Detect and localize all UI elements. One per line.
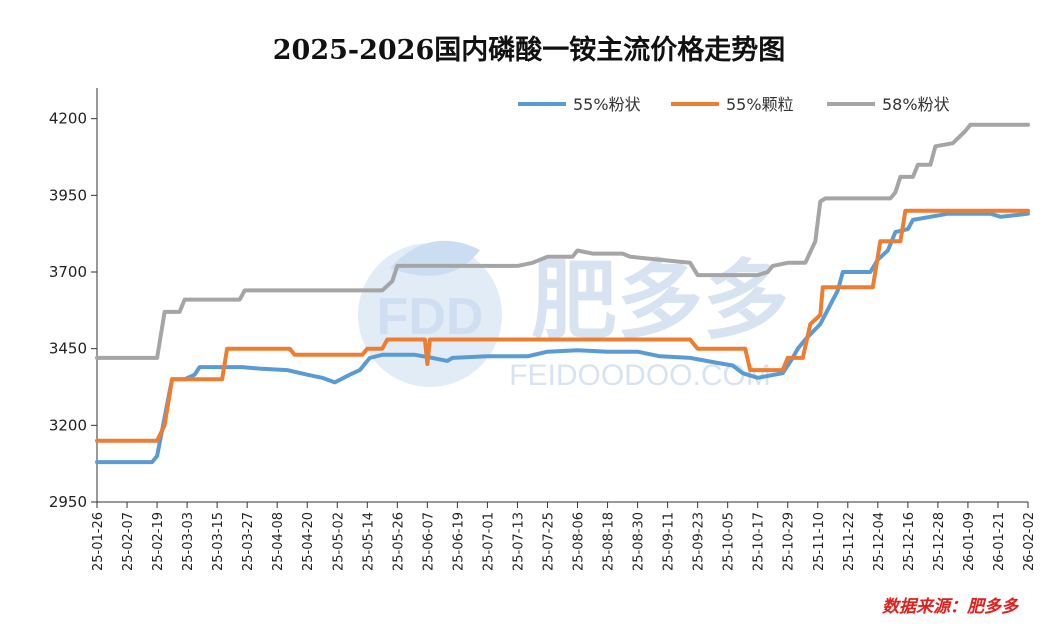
- x-tick-label: 25-09-23: [692, 512, 707, 571]
- x-tick-label: 25-01-26: [91, 512, 106, 571]
- x-tick-label: 25-12-16: [902, 512, 917, 571]
- x-tick-label: 25-02-07: [121, 512, 136, 571]
- x-tick-label: 25-07-01: [481, 512, 496, 571]
- x-tick-label: 25-07-25: [541, 512, 556, 571]
- x-tick-label: 25-11-10: [812, 512, 827, 571]
- x-ticks: 25-01-26 25-02-07 25-02-19 25-03-03 25-03-15…: [91, 502, 1037, 571]
- x-tick-label: 25-04-08: [271, 512, 286, 571]
- y-tick-label: 2950: [49, 493, 87, 511]
- x-tick-label: 25-10-17: [752, 512, 767, 571]
- x-tick-label: 25-09-11: [662, 512, 677, 571]
- legend-label-55-powder: 55%粉状: [573, 95, 641, 114]
- series-line-0: [95, 211, 1030, 465]
- series-lines: [95, 122, 1030, 465]
- x-tick-label: 25-08-30: [632, 512, 647, 571]
- x-tick-label: 26-01-09: [962, 512, 977, 571]
- watermark: FDD 肥多多 FEIDOODOO.COM: [358, 240, 789, 392]
- legend-item-55-granular: 55%颗粒: [671, 95, 794, 114]
- series-line-2: [95, 122, 1030, 360]
- legend-label-55-granular: 55%颗粒: [726, 95, 794, 114]
- x-tick-label: 26-02-02: [1022, 512, 1037, 571]
- y-tick-label: 3200: [49, 416, 87, 434]
- x-tick-label: 25-06-07: [421, 512, 436, 571]
- y-tick-label: 3450: [49, 340, 87, 358]
- legend-item-58-powder: 58%粉状: [827, 95, 950, 114]
- y-tick-label: 4200: [49, 110, 87, 128]
- x-tick-label: 25-03-15: [211, 512, 226, 571]
- x-tick-label: 25-08-06: [572, 512, 587, 571]
- legend-label-58-powder: 58%粉状: [882, 95, 950, 114]
- watermark-logo-text: FDD: [377, 288, 484, 346]
- chart-title: 2025-2026国内磷酸一铵主流价格走势图: [272, 35, 786, 66]
- x-tick-label: 25-05-02: [331, 512, 346, 571]
- x-tick-label: 25-03-27: [241, 512, 256, 571]
- y-tick-label: 3950: [49, 186, 87, 204]
- x-tick-label: 25-02-19: [151, 512, 166, 571]
- x-tick-label: 25-03-03: [181, 512, 196, 571]
- legend: 55%粉状 55%颗粒 58%粉状: [518, 95, 950, 114]
- legend-item-55-powder: 55%粉状: [518, 95, 641, 114]
- watermark-brand: 肥多多: [531, 251, 789, 351]
- x-tick-label: 25-07-13: [511, 512, 526, 571]
- x-tick-label: 25-12-04: [872, 512, 887, 571]
- x-tick-label: 25-11-22: [842, 512, 857, 571]
- x-tick-label: 25-05-26: [391, 512, 406, 571]
- x-tick-label: 25-10-05: [722, 512, 737, 571]
- x-tick-label: 25-05-14: [361, 512, 376, 571]
- source-note: 数据来源：肥多多: [882, 597, 1018, 617]
- x-tick-label: 25-10-29: [782, 512, 797, 571]
- x-tick-label: 25-12-28: [932, 512, 947, 571]
- y-tick-label: 3700: [49, 263, 87, 281]
- x-tick-label: 25-06-19: [451, 512, 466, 571]
- x-tick-label: 26-01-21: [992, 512, 1007, 571]
- x-tick-label: 25-08-18: [602, 512, 617, 571]
- y-ticks: 2950 3200 3450 3700 3950 4200: [49, 110, 97, 511]
- x-tick-label: 25-04-20: [301, 512, 316, 571]
- series-line-1: [95, 208, 1030, 443]
